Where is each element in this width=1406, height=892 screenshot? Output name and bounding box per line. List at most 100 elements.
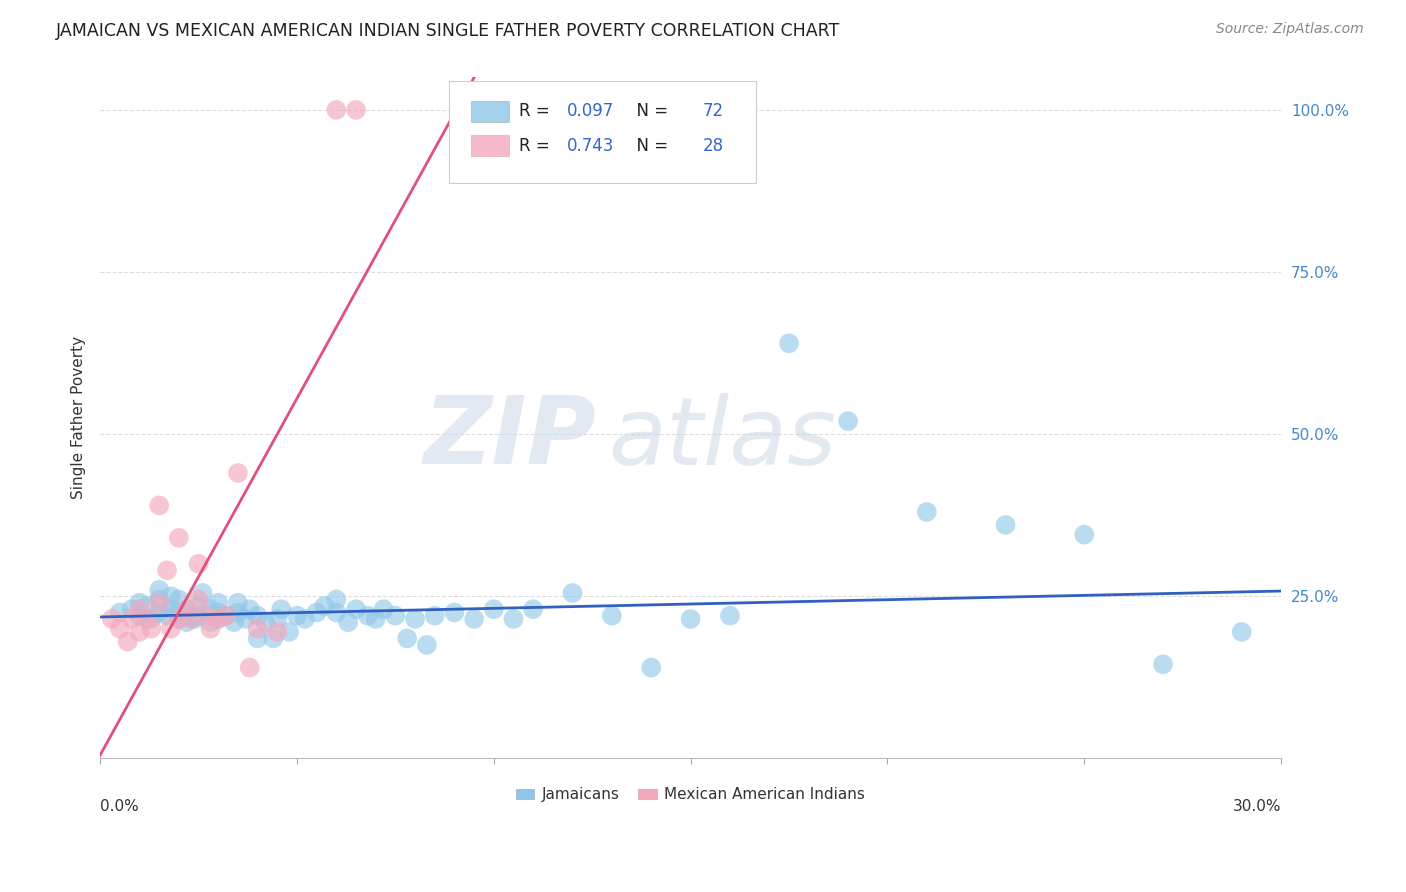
Point	[148, 499, 170, 513]
FancyBboxPatch shape	[449, 81, 755, 183]
Point	[463, 612, 485, 626]
Text: N =: N =	[626, 136, 673, 154]
Point	[141, 612, 163, 626]
Point	[167, 531, 190, 545]
Point	[121, 612, 143, 626]
Point	[561, 586, 583, 600]
Point	[167, 612, 190, 626]
Text: R =: R =	[519, 136, 555, 154]
Point	[522, 602, 544, 616]
FancyBboxPatch shape	[471, 135, 509, 156]
Text: atlas: atlas	[607, 392, 837, 483]
Text: 28: 28	[703, 136, 724, 154]
Point	[718, 608, 741, 623]
Point	[207, 612, 229, 626]
Point	[176, 602, 198, 616]
Point	[325, 592, 347, 607]
Point	[207, 596, 229, 610]
Point	[278, 624, 301, 639]
Point	[482, 602, 505, 616]
Point	[176, 615, 198, 629]
FancyBboxPatch shape	[471, 101, 509, 122]
Point	[148, 596, 170, 610]
Point	[207, 606, 229, 620]
Point	[266, 624, 288, 639]
Point	[108, 622, 131, 636]
Point	[1152, 657, 1174, 672]
Point	[600, 608, 623, 623]
Point	[1073, 527, 1095, 541]
Point	[305, 606, 328, 620]
Point	[270, 602, 292, 616]
Text: 72: 72	[703, 103, 724, 120]
Point	[187, 557, 209, 571]
Point	[215, 608, 238, 623]
Text: 30.0%: 30.0%	[1233, 799, 1281, 814]
Point	[108, 606, 131, 620]
Point	[344, 103, 367, 117]
Point	[136, 599, 159, 613]
Point	[101, 612, 124, 626]
Point	[200, 602, 222, 616]
Point	[443, 606, 465, 620]
Point	[176, 602, 198, 616]
Point	[117, 634, 139, 648]
Text: 0.0%: 0.0%	[100, 799, 139, 814]
Point	[148, 582, 170, 597]
Point	[325, 606, 347, 620]
Point	[183, 612, 205, 626]
Point	[136, 612, 159, 626]
Point	[195, 608, 218, 623]
Text: R =: R =	[519, 103, 555, 120]
Point	[200, 615, 222, 629]
Point	[679, 612, 702, 626]
Text: JAMAICAN VS MEXICAN AMERICAN INDIAN SINGLE FATHER POVERTY CORRELATION CHART: JAMAICAN VS MEXICAN AMERICAN INDIAN SING…	[56, 22, 841, 40]
Text: 0.097: 0.097	[567, 103, 614, 120]
Y-axis label: Single Father Poverty: Single Father Poverty	[72, 336, 86, 500]
Point	[167, 612, 190, 626]
Text: 0.743: 0.743	[567, 136, 614, 154]
Point	[262, 632, 284, 646]
Point	[364, 612, 387, 626]
Point	[246, 622, 269, 636]
Point	[167, 606, 190, 620]
Point	[160, 589, 183, 603]
Point	[337, 615, 360, 629]
Point	[207, 612, 229, 626]
Point	[314, 599, 336, 613]
Point	[121, 602, 143, 616]
Point	[156, 608, 179, 623]
Point	[167, 592, 190, 607]
Point	[226, 606, 249, 620]
Point	[502, 612, 524, 626]
Point	[235, 612, 257, 626]
Point	[246, 608, 269, 623]
Point	[180, 612, 202, 626]
Point	[994, 517, 1017, 532]
Point	[160, 602, 183, 616]
Point	[128, 608, 150, 623]
Point	[156, 563, 179, 577]
Point	[285, 608, 308, 623]
Point	[200, 622, 222, 636]
Point	[226, 596, 249, 610]
Point	[423, 608, 446, 623]
Text: N =: N =	[626, 103, 673, 120]
Text: Source: ZipAtlas.com: Source: ZipAtlas.com	[1216, 22, 1364, 37]
Point	[148, 592, 170, 607]
Point	[778, 336, 800, 351]
Point	[915, 505, 938, 519]
Point	[640, 660, 662, 674]
Point	[357, 608, 380, 623]
Point	[148, 606, 170, 620]
Point	[396, 632, 419, 646]
Point	[266, 612, 288, 626]
Point	[226, 466, 249, 480]
Point	[837, 414, 859, 428]
Point	[215, 608, 238, 623]
Point	[239, 602, 262, 616]
Point	[187, 592, 209, 607]
Point	[373, 602, 395, 616]
Point	[254, 615, 277, 629]
Point	[191, 586, 214, 600]
